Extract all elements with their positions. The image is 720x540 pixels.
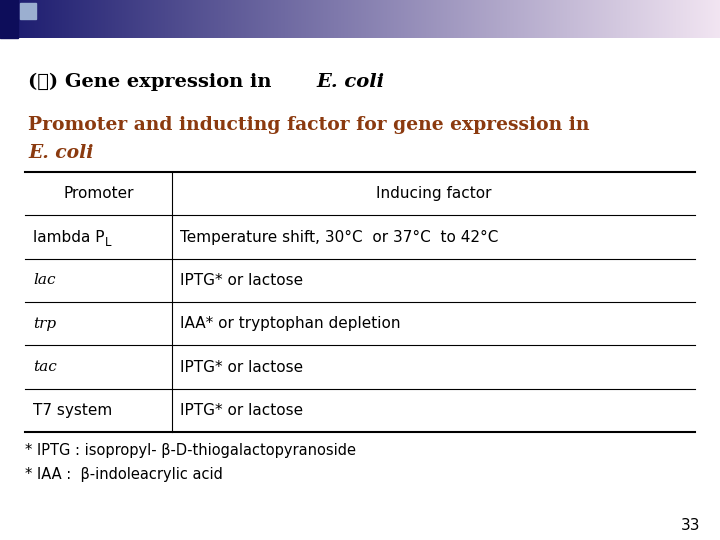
Text: Inducing factor: Inducing factor [376, 186, 492, 201]
Text: lambda P: lambda P [33, 230, 104, 245]
Text: IPTG* or lactose: IPTG* or lactose [181, 403, 304, 418]
Bar [20, 3, 36, 19]
Text: T7 system: T7 system [33, 403, 112, 418]
Text: Promoter: Promoter [63, 186, 134, 201]
Bar [0, 0, 18, 38]
Text: E. coli: E. coli [316, 73, 384, 91]
Text: IAA* or tryptophan depletion: IAA* or tryptophan depletion [181, 316, 401, 331]
Text: IPTG* or lactose: IPTG* or lactose [181, 360, 304, 375]
Text: trp: trp [33, 316, 56, 330]
Text: tac: tac [33, 360, 57, 374]
Text: * IPTG : isopropyl- β-D-thiogalactopyranoside: * IPTG : isopropyl- β-D-thiogalactopyran… [25, 442, 356, 457]
Text: (二) Gene expression in: (二) Gene expression in [28, 73, 278, 91]
Text: IPTG* or lactose: IPTG* or lactose [181, 273, 304, 288]
Text: Temperature shift, 30°C  or 37°C  to 42°C: Temperature shift, 30°C or 37°C to 42°C [181, 230, 499, 245]
Text: * IAA :  β-indoleacrylic acid: * IAA : β-indoleacrylic acid [25, 467, 223, 482]
Text: lac: lac [33, 273, 55, 287]
Text: 33: 33 [680, 517, 700, 532]
Text: E. coli: E. coli [28, 144, 94, 162]
Text: L: L [105, 235, 112, 248]
Text: Promoter and inducting factor for gene expression in: Promoter and inducting factor for gene e… [28, 116, 590, 134]
